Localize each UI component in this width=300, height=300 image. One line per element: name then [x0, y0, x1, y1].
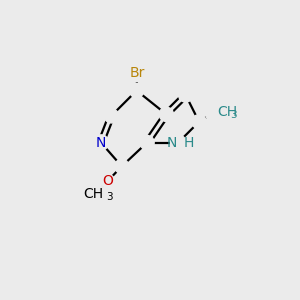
- Text: N: N: [96, 136, 106, 150]
- Circle shape: [104, 109, 118, 123]
- Circle shape: [205, 103, 223, 121]
- Circle shape: [170, 135, 186, 150]
- Text: 3: 3: [230, 110, 237, 120]
- Text: H: H: [184, 136, 194, 150]
- Circle shape: [85, 184, 104, 203]
- Circle shape: [178, 88, 193, 102]
- Text: N: N: [167, 136, 177, 150]
- Text: O: O: [102, 174, 113, 188]
- Text: CH: CH: [218, 105, 238, 119]
- Circle shape: [192, 115, 206, 129]
- Circle shape: [93, 135, 109, 150]
- Circle shape: [159, 107, 173, 122]
- Text: 3: 3: [106, 192, 112, 202]
- Circle shape: [115, 159, 129, 173]
- Circle shape: [100, 174, 115, 188]
- Circle shape: [130, 83, 144, 98]
- Circle shape: [140, 135, 154, 150]
- Text: Br: Br: [130, 66, 145, 80]
- Circle shape: [129, 65, 146, 82]
- Text: CH: CH: [83, 187, 103, 201]
